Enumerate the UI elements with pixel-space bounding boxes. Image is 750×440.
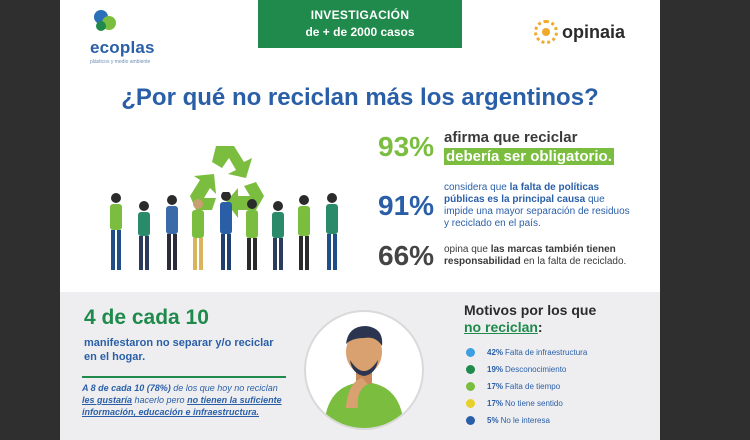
stat-91: 91% considera que la falta de políticas … — [378, 182, 634, 230]
note-text-2: hacerlo pero — [132, 395, 188, 405]
reason-percent: 5% — [487, 416, 499, 425]
ecoplas-name: ecoplas — [90, 38, 155, 57]
reason-label: Falta de infraestructura — [505, 348, 588, 357]
bottom-panel: 4 de cada 10 manifestaron no separar y/o… — [60, 292, 660, 440]
thinking-person-icon — [324, 326, 404, 428]
reason-percent: 17% — [487, 382, 504, 391]
stat-93: 93% afirma que reciclar debería ser obli… — [378, 128, 614, 166]
stat-93-highlight: debería ser obligatorio. — [444, 148, 614, 165]
stat-91-bold: la falta de políticas públicas es la pri… — [444, 182, 600, 205]
reason-item: 17% Falta de tiempo — [466, 378, 587, 395]
reasons-title-line2: no reciclan: — [464, 319, 596, 336]
stat-66-post: en la falta de reciclado. — [520, 256, 627, 267]
left-frame — [0, 0, 60, 440]
reason-item: 5% No le interesa — [466, 412, 587, 429]
footnote-78: A 8 de cada 10 (78%) de los que hoy no r… — [82, 376, 286, 418]
opinaia-name: opinaia — [562, 21, 626, 42]
reason-label: Falta de tiempo — [505, 382, 561, 391]
recycle-icon — [190, 146, 264, 218]
stat-91-post: que impide una mayor separación de resid… — [444, 194, 630, 229]
stat-66-text: opina que las marcas también tienen resp… — [444, 244, 634, 268]
ecoplas-tagline: plásticos y medio ambiente — [90, 59, 151, 65]
stat-66-bold: las marcas también tienen responsabilida… — [444, 244, 616, 267]
bullet-dot-icon — [466, 382, 475, 391]
headline-subtext: manifestaron no separar y/o reciclar en … — [84, 337, 274, 363]
stat-66-pre: opina que — [444, 244, 491, 255]
opinaia-sun-icon — [534, 20, 558, 44]
note-underline-1: les gustaría — [82, 395, 133, 405]
infographic: ecoplas plásticos y medio ambiente INVES… — [60, 0, 660, 440]
reason-label: No tiene sentido — [505, 399, 563, 408]
headline-4-de-10: 4 de cada 10 — [84, 306, 209, 329]
reason-percent: 19% — [487, 365, 504, 374]
stat-91-text: considera que la falta de políticas públ… — [444, 182, 634, 230]
opinaia-logo: opinaia — [534, 20, 625, 44]
bullet-dot-icon — [466, 348, 475, 357]
stat-93-text-pre: afirma que reciclar — [444, 129, 578, 146]
bullet-dot-icon — [466, 416, 475, 425]
reasons-title: Motivos por los que no reciclan: — [464, 302, 596, 336]
stat-93-text: afirma que reciclar debería ser obligato… — [444, 128, 614, 166]
reason-percent: 42% — [487, 348, 504, 357]
ecoplas-logo: ecoplas plásticos y medio ambiente — [90, 10, 180, 65]
reason-item: 19% Desconocimiento — [466, 361, 587, 378]
reason-percent: 17% — [487, 399, 504, 408]
badge-line2: de + de 2000 casos — [305, 25, 415, 39]
stat-91-pre: considera que — [444, 182, 510, 193]
reasons-title-line1: Motivos por los que — [464, 302, 597, 318]
reason-label: Desconocimiento — [505, 365, 567, 374]
reasons-title-underlined: no reciclan — [464, 319, 538, 335]
reason-label: No le interesa — [500, 416, 550, 425]
bullet-dot-icon — [466, 399, 475, 408]
people-illustration — [110, 192, 338, 270]
note-bold: A 8 de cada 10 (78%) — [82, 383, 171, 393]
badge-line1: INVESTIGACIÓN — [310, 8, 410, 22]
ecoplas-mark-icon — [92, 10, 118, 36]
note-underline-2: no tienen la suficiente información, edu… — [82, 395, 282, 417]
reason-item: 17% No tiene sentido — [466, 395, 587, 412]
thinking-person-avatar — [304, 310, 424, 430]
reason-item: 42% Falta de infraestructura — [466, 344, 587, 361]
right-frame — [660, 0, 750, 440]
bullet-dot-icon — [466, 365, 475, 374]
stat-93-percent: 93% — [378, 131, 435, 162]
research-badge: INVESTIGACIÓN de + de 2000 casos — [258, 0, 462, 48]
stat-66-percent: 66% — [378, 240, 435, 271]
note-text-1: de los que hoy no reciclan — [170, 383, 278, 393]
reasons-list: 42% Falta de infraestructura 19% Desconoci… — [466, 344, 587, 429]
stat-66: 66% opina que las marcas también tienen … — [378, 240, 634, 272]
stat-91-percent: 91% — [378, 190, 435, 221]
reasons-title-colon: : — [537, 319, 543, 335]
page-title: ¿Por qué no reciclan más los argentinos? — [121, 84, 599, 111]
